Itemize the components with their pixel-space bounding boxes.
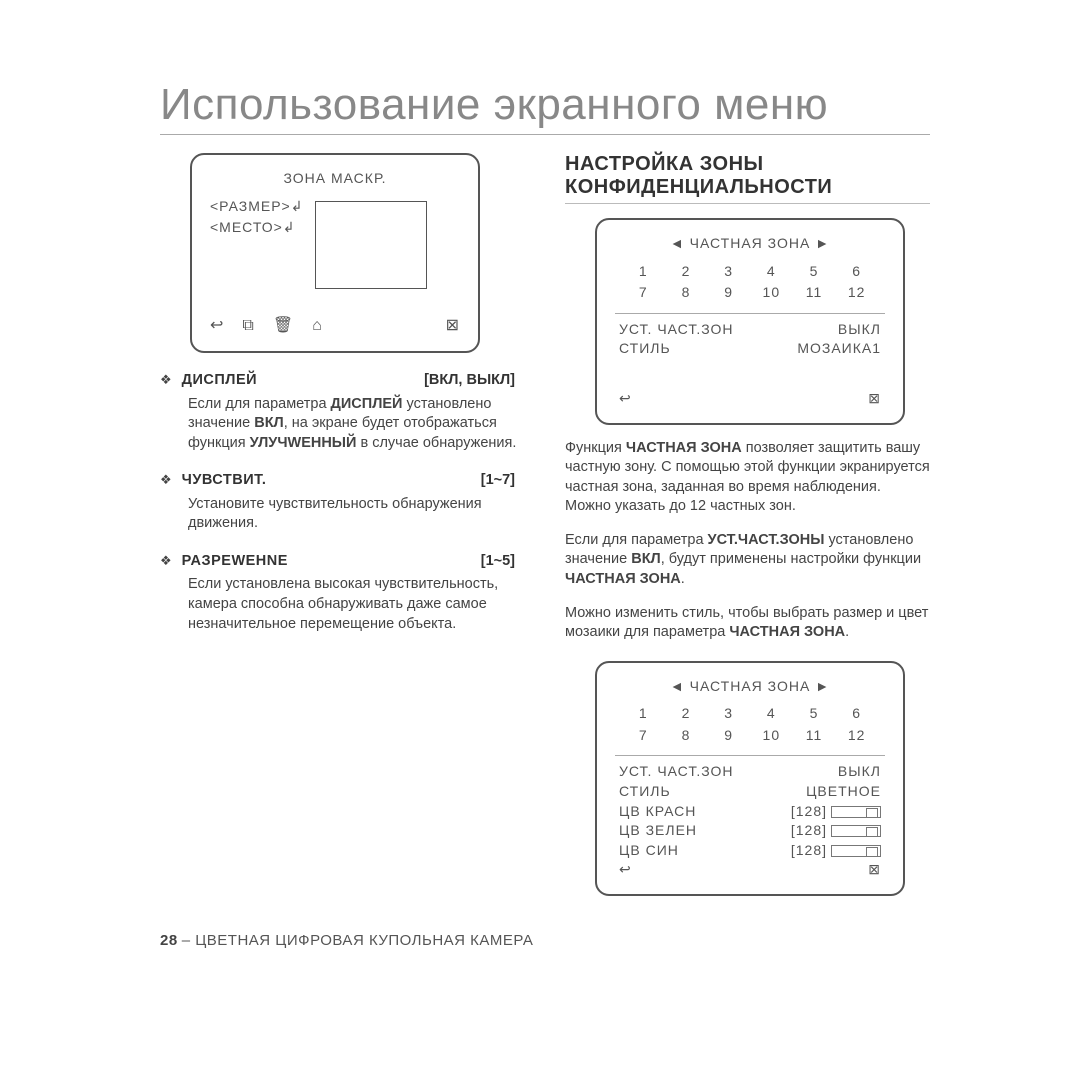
back-icon: ↩ (210, 315, 224, 337)
osd-value: [128] (791, 842, 827, 858)
osd-label: ЦВ СИН (619, 841, 679, 861)
osd-header: ◄ ЧАСТНАЯ ЗОНА ► (615, 234, 885, 254)
close-icon: ⊠ (446, 315, 460, 337)
back-icon: ↩ (619, 860, 632, 880)
page-footer: 28– ЦВЕТНАЯ ЦИФРОВАЯ КУПОЛЬНАЯ КАМЕРА (160, 932, 930, 949)
param-range: [1~5] (481, 552, 525, 572)
close-icon: ⊠ (868, 389, 881, 409)
osd-label: СТИЛЬ (619, 782, 671, 802)
osd-value: ВЫКЛ (838, 320, 881, 340)
osd-label: ЦВ КРАСН (619, 802, 696, 822)
param-name: ЧУВСТВИТ. (182, 471, 267, 491)
osd-size-label: <РАЗМЕР>↲ (210, 197, 303, 217)
text: в случае обнаружения. (356, 435, 516, 451)
diamond-icon: ❖ (160, 554, 172, 567)
osd-label: ЦВ ЗЕЛЕН (619, 821, 697, 841)
param-range: [ВКЛ, ВЫКЛ] (424, 371, 525, 391)
diamond-icon: ❖ (160, 473, 172, 486)
osd-value: МОЗАИКА1 (797, 339, 881, 359)
copy-icon: ⧉ (242, 315, 254, 337)
param-body: Если установлена высокая чувствительност… (160, 575, 525, 634)
page-title: Использование экранного меню (160, 80, 930, 130)
text-bold: ДИСПЛЕЙ (331, 396, 403, 412)
param-sensitivity: ❖ ЧУВСТВИТ. [1~7] Установите чувствитель… (160, 471, 525, 534)
close-icon: ⊠ (868, 860, 881, 880)
param-range: [1~7] (481, 471, 525, 491)
osd-privacy-2: ◄ ЧАСТНАЯ ЗОНА ► 123456 789101112 УСТ. Ч… (595, 661, 905, 896)
zone-number-grid: 123456 789101112 (625, 704, 875, 745)
slider-icon (831, 845, 881, 857)
trash-icon: 🗑 (273, 315, 294, 337)
text: Если для параметра (188, 396, 331, 412)
param-name: РАЗРЕWЕНNE (182, 552, 288, 572)
text-bold: ВКЛ (254, 415, 284, 431)
back-icon: ↩ (619, 389, 632, 409)
diamond-icon: ❖ (160, 373, 172, 386)
osd-value: ЦВЕТНОЕ (806, 782, 881, 802)
title-underline (160, 134, 930, 135)
left-column: ЗОНА МАСКР. <РАЗМЕР>↲ <МЕСТО>↲ ↩ ⧉ 🗑 ⌂ ⊠ (160, 153, 525, 896)
zone-number-grid: 123456 789101112 (625, 262, 875, 303)
osd-zone-mask: ЗОНА МАСКР. <РАЗМЕР>↲ <МЕСТО>↲ ↩ ⧉ 🗑 ⌂ ⊠ (190, 153, 480, 353)
paragraph: Можно изменить стиль, чтобы выбрать разм… (565, 604, 930, 643)
param-body: Установите чувствительность обнаружения … (160, 495, 525, 534)
section-underline (565, 203, 930, 204)
section-heading: НАСТРОЙКА ЗОНЫ КОНФИДЕНЦИАЛЬНОСТИ (565, 153, 930, 199)
paragraph: Если для параметра УСТ.ЧАСТ.ЗОНЫ установ… (565, 531, 930, 590)
right-column: НАСТРОЙКА ЗОНЫ КОНФИДЕНЦИАЛЬНОСТИ ◄ ЧАСТ… (565, 153, 930, 896)
slider-icon (831, 806, 881, 818)
param-display: ❖ ДИСПЛЕЙ [ВКЛ, ВЫКЛ] Если для параметра… (160, 371, 525, 453)
home-icon: ⌂ (312, 315, 323, 337)
paragraph: Функция ЧАСТНАЯ ЗОНА позволяет защитить … (565, 439, 930, 517)
text-bold: УЛУЧWЕННЫЙ (250, 435, 357, 451)
osd-label: УСТ. ЧАСТ.ЗОН (619, 320, 734, 340)
osd-place-label: <МЕСТО>↲ (210, 218, 303, 238)
osd-header: ◄ ЧАСТНАЯ ЗОНА ► (615, 677, 885, 697)
osd-privacy-1: ◄ ЧАСТНАЯ ЗОНА ► 123456 789101112 УСТ. Ч… (595, 218, 905, 425)
osd-value: [128] (791, 803, 827, 819)
osd-value: ВЫКЛ (838, 762, 881, 782)
slider-icon (831, 825, 881, 837)
osd-value: [128] (791, 822, 827, 838)
param-name: ДИСПЛЕЙ (182, 371, 257, 391)
osd-label: УСТ. ЧАСТ.ЗОН (619, 762, 734, 782)
osd-mask-rect (315, 201, 427, 289)
osd-label: СТИЛЬ (619, 339, 671, 359)
param-resolution: ❖ РАЗРЕWЕНNE [1~5] Если установлена высо… (160, 552, 525, 634)
osd-title: ЗОНА МАСКР. (210, 169, 460, 189)
